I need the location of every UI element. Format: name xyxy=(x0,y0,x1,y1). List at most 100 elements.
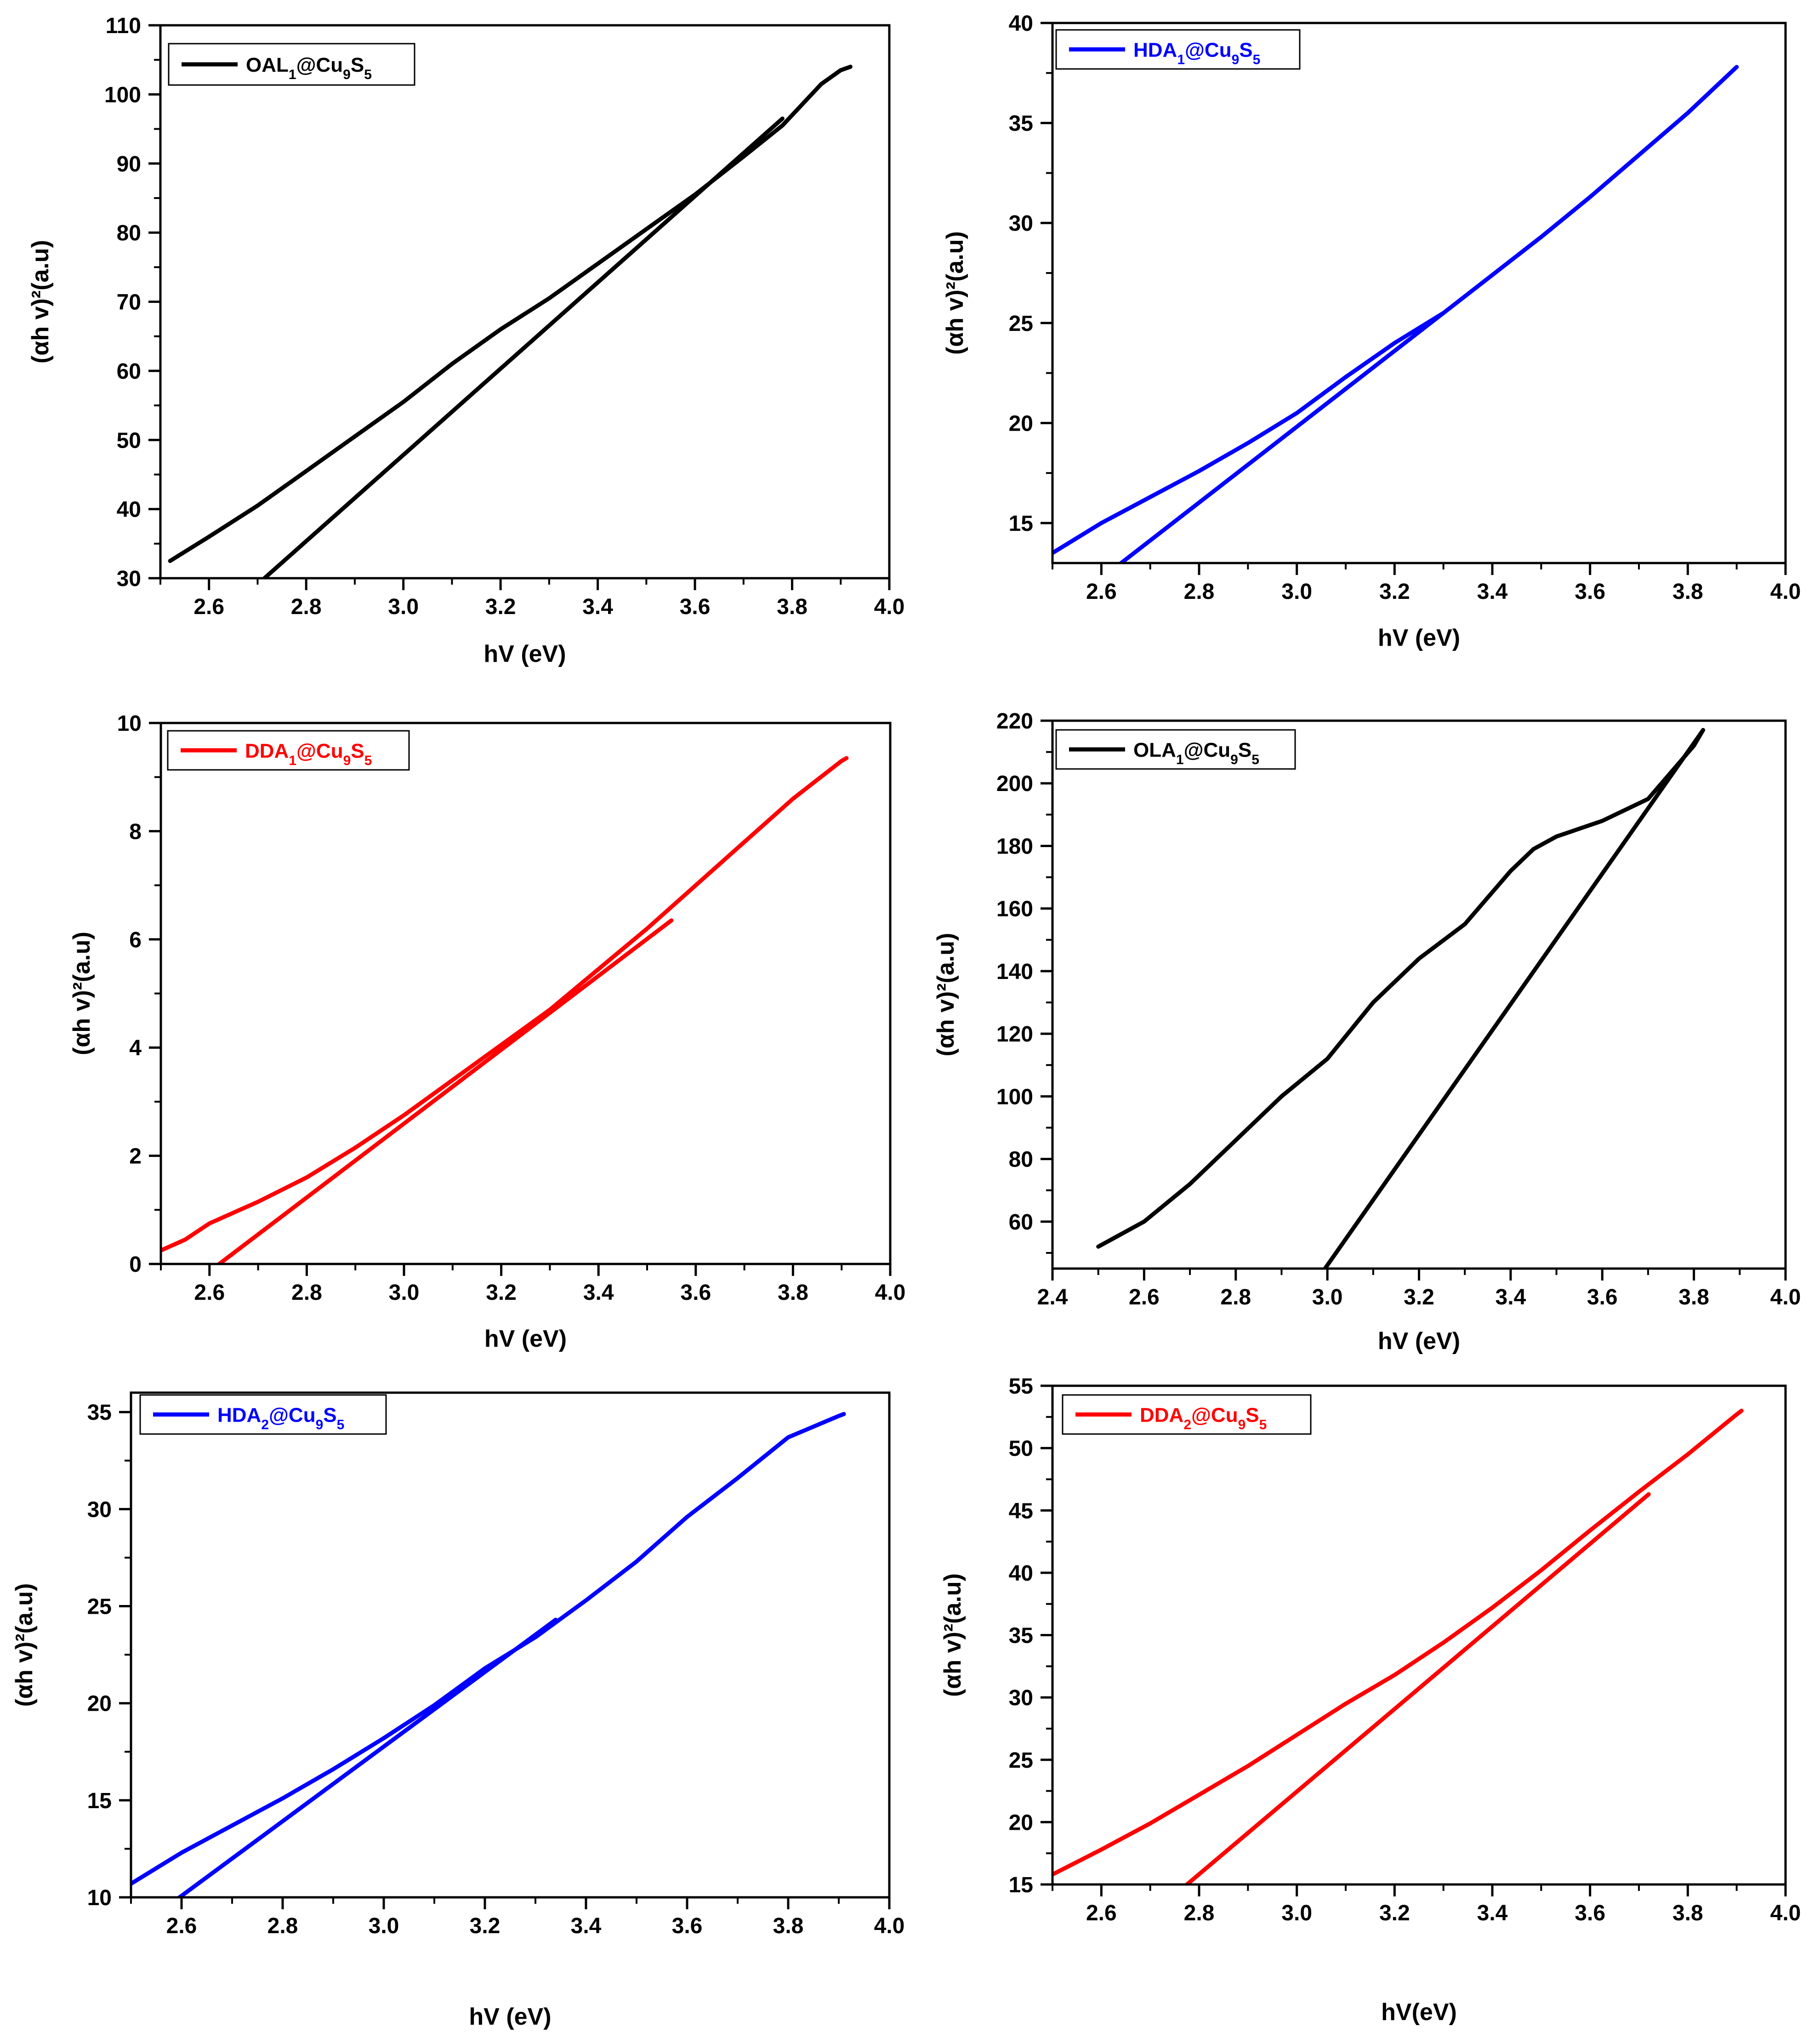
y-tick-label: 30 xyxy=(1009,1686,1033,1710)
x-axis-label: hV (eV) xyxy=(484,1326,567,1352)
x-tick-label: 3.2 xyxy=(486,1281,517,1305)
y-axis-label: (αh v)²(a.u) xyxy=(11,1583,38,1707)
x-tick-label: 4.0 xyxy=(1770,1901,1801,1925)
x-tick-label: 2.6 xyxy=(1086,1901,1117,1925)
y-tick-label: 30 xyxy=(87,1497,112,1522)
legend-label: OLA1@Cu9S5 xyxy=(1133,739,1259,768)
x-tick-label: 3.6 xyxy=(680,1281,711,1305)
tangent-line xyxy=(261,116,785,578)
x-tick-label: 3.2 xyxy=(485,595,516,619)
x-axis-label: hV(eV) xyxy=(1381,1999,1457,2026)
legend-label: DDA2@Cu9S5 xyxy=(1140,1404,1267,1433)
y-tick-label: 35 xyxy=(1009,1624,1033,1648)
y-tick-label: 4 xyxy=(129,1036,142,1060)
x-tick-label: 2.8 xyxy=(1184,580,1215,604)
x-axis-label: hV (eV) xyxy=(483,641,566,667)
chart-panel-hda2: 2.6 2.8 3.0 3.2 3.4 3.6 3.8 4.0 10 15 20 25 30 35 hV (… xyxy=(11,1391,905,2030)
x-axis-label: hV (eV) xyxy=(1378,1328,1460,1355)
x-tick-label: 2.6 xyxy=(1086,580,1117,604)
y-tick-label: 10 xyxy=(87,1886,112,1910)
y-tick-label: 110 xyxy=(106,14,141,38)
x-tick-label: 3.0 xyxy=(1281,1901,1312,1925)
data-curve xyxy=(1052,1408,1744,1877)
y-tick-label: 25 xyxy=(87,1595,112,1619)
x-tick-label: 2.4 xyxy=(1037,1285,1068,1309)
plot-frame xyxy=(159,722,892,1265)
y-tick-label: 25 xyxy=(1009,1748,1033,1773)
x-tick-label: 3.8 xyxy=(1678,1285,1709,1309)
y-tick-label: 15 xyxy=(1009,1873,1033,1897)
x-tick-label: 3.4 xyxy=(571,1914,602,1938)
x-tick-label: 3.4 xyxy=(1477,580,1508,604)
x-tick-label: 4.0 xyxy=(874,1914,905,1938)
y-tick-label: 60 xyxy=(117,359,141,384)
y-tick-label: 30 xyxy=(1009,211,1033,236)
y-tick-label: 45 xyxy=(1009,1499,1033,1523)
x-tick-label: 3.6 xyxy=(680,595,711,619)
tangent-line xyxy=(1322,728,1706,1269)
y-tick-label: 140 xyxy=(996,960,1033,984)
y-tick-label: 100 xyxy=(996,1085,1033,1109)
tangent-line xyxy=(217,918,674,1264)
x-tick-label: 2.8 xyxy=(1220,1285,1251,1309)
y-tick-label: 20 xyxy=(87,1692,112,1716)
chart-panel-ola1: 2.4 2.6 2.8 3.0 3.2 3.4 3.6 3.8 4.0 60 80 100 120 140… xyxy=(933,709,1801,1355)
y-tick-label: 40 xyxy=(117,498,141,522)
x-tick-label: 3.4 xyxy=(582,595,613,619)
x-axis-label: hV (eV) xyxy=(469,2004,551,2030)
x-axis-label: hV (eV) xyxy=(1378,625,1460,651)
y-tick-label: 100 xyxy=(104,83,141,107)
plot-frame xyxy=(1051,22,1787,564)
y-tick-label: 180 xyxy=(996,834,1033,859)
x-tick-label: 3.0 xyxy=(389,1281,420,1305)
y-tick-label: 90 xyxy=(117,152,141,176)
y-tick-label: 30 xyxy=(117,567,141,591)
y-tick-label: 80 xyxy=(1009,1148,1033,1172)
chart-panel-hda1: 2.6 2.8 3.0 3.2 3.4 3.6 3.8 4.0 15 20 25 30 35 40 hV (… xyxy=(942,11,1801,651)
x-tick-label: 3.2 xyxy=(1379,1901,1410,1925)
y-axis-label: (αh v)²(a.u) xyxy=(27,240,54,364)
x-tick-label: 4.0 xyxy=(874,595,905,619)
y-tick-label: 20 xyxy=(1009,411,1033,436)
x-tick-label: 2.6 xyxy=(1129,1285,1160,1309)
x-tick-label: 3.8 xyxy=(778,1281,808,1305)
y-tick-label: 2 xyxy=(129,1144,142,1169)
x-tick-label: 3.8 xyxy=(773,1914,804,1938)
y-tick-label: 60 xyxy=(1009,1210,1033,1235)
x-tick-label: 4.0 xyxy=(1770,580,1801,604)
chart-panel-dda1: 2.6 2.8 3.0 3.2 3.4 3.6 3.8 4.0 0 2 4 6 8 10 hV (eV) (α… xyxy=(68,711,905,1352)
y-axis-label: (αh v)²(a.u) xyxy=(933,933,959,1057)
chart-panel-oal1: 2.6 2.8 3.0 3.2 3.4 3.6 3.8 4.0 30 40 50 60 70 80 90 10… xyxy=(27,14,904,667)
data-curve xyxy=(131,1412,846,1886)
y-tick-label: 200 xyxy=(996,772,1033,796)
data-curve xyxy=(1052,65,1739,555)
x-tick-label: 2.6 xyxy=(194,1281,225,1305)
y-tick-label: 15 xyxy=(1009,512,1033,536)
x-tick-label: 2.8 xyxy=(1184,1901,1215,1925)
y-tick-label: 40 xyxy=(1009,11,1033,36)
x-tick-label: 4.0 xyxy=(875,1281,906,1305)
tangent-line xyxy=(1118,311,1446,563)
y-tick-label: 120 xyxy=(996,1022,1033,1047)
x-tick-label: 3.2 xyxy=(1404,1285,1434,1309)
y-tick-label: 40 xyxy=(1009,1561,1033,1586)
y-tick-label: 0 xyxy=(129,1252,142,1277)
y-axis-label: (αh v)²(a.u) xyxy=(942,231,968,355)
x-tick-label: 3.0 xyxy=(1281,580,1312,604)
x-tick-label: 3.4 xyxy=(583,1281,614,1305)
y-tick-label: 8 xyxy=(129,820,142,844)
x-tick-label: 3.6 xyxy=(1575,580,1605,604)
x-tick-label: 3.8 xyxy=(1672,1901,1703,1925)
x-tick-label: 2.8 xyxy=(267,1914,298,1938)
x-tick-label: 3.8 xyxy=(1672,580,1703,604)
x-tick-label: 3.2 xyxy=(470,1914,500,1938)
x-tick-label: 3.0 xyxy=(369,1914,399,1938)
y-tick-label: 20 xyxy=(1009,1810,1033,1835)
y-tick-label: 55 xyxy=(1009,1374,1033,1399)
plot-frame xyxy=(130,1391,891,1899)
y-tick-label: 80 xyxy=(117,221,141,245)
x-tick-label: 3.8 xyxy=(777,595,808,619)
x-tick-label: 3.0 xyxy=(1312,1285,1343,1309)
x-tick-label: 3.6 xyxy=(1587,1285,1618,1309)
